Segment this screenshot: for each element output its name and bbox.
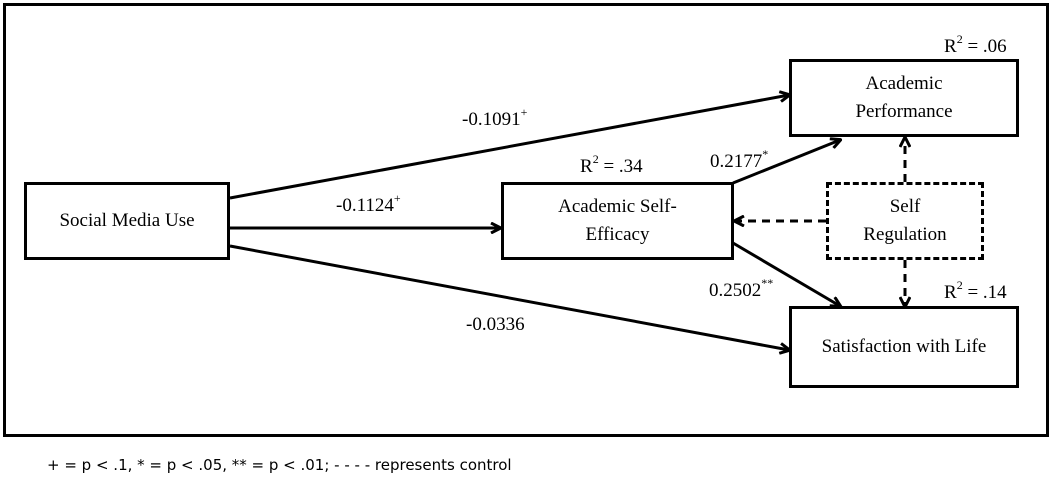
r-squared-value: = .06 [962,36,1007,57]
coef-sm-to-satisfaction: -0.0336 [466,314,525,336]
coef-value: 0.2177 [710,151,763,172]
r-squared-symbol: R [580,156,593,177]
coef-sm-to-efficacy: -0.1124+ [336,191,401,217]
node-label-line: Academic [865,73,943,94]
node-social-media-use: Social Media Use [24,182,230,260]
node-label: Self Regulation [863,193,946,249]
r-squared-self-efficacy: R2 = .34 [580,152,643,178]
node-academic-performance: Academic Performance [789,59,1019,137]
significance-footnote: + = p < .1, * = p < .05, ** = p < .01; -… [47,456,512,474]
r-squared-performance: R2 = .06 [944,32,1007,58]
r-squared-value: = .14 [962,282,1007,303]
coef-significance: + [520,105,528,119]
arrow-efficacy-to-performance [732,140,840,185]
r-squared-satisfaction: R2 = .14 [944,278,1007,304]
node-label: Satisfaction with Life [821,336,987,357]
r-squared-exponent: 2 [956,278,963,292]
coef-sm-to-performance: -0.1091+ [462,105,527,131]
node-academic-self-efficacy: Academic Self- Efficacy [501,182,734,260]
diagram-frame [3,3,1049,437]
node-label-line: Academic Self- [558,196,677,217]
node-self-regulation: Self Regulation [826,182,984,260]
r-squared-exponent: 2 [592,152,599,166]
coef-significance: + [393,191,401,205]
coef-efficacy-to-satisfaction: 0.2502** [709,276,773,302]
coef-efficacy-to-performance: 0.2177* [710,147,768,173]
node-label: Academic Self- Efficacy [558,193,677,249]
node-label: Academic Performance [855,70,952,126]
coef-value: -0.0336 [466,314,525,335]
arrow-sm-to-performance [229,95,789,200]
r-squared-symbol: R [944,36,957,57]
r-squared-exponent: 2 [956,32,963,46]
node-label: Social Media Use [59,210,195,231]
node-label-line: Self [889,196,921,217]
coef-value: -0.1091 [462,109,521,130]
coef-significance: ** [761,276,774,290]
r-squared-value: = .34 [598,156,643,177]
arrow-efficacy-to-satisfaction [732,241,840,306]
node-label-line: Efficacy [585,224,650,245]
coef-significance: * [762,147,769,161]
r-squared-symbol: R [944,282,957,303]
arrow-sm-to-satisfaction [229,244,789,350]
coef-value: -0.1124 [336,195,394,216]
node-satisfaction-with-life: Satisfaction with Life [789,306,1019,388]
coef-value: 0.2502 [709,280,762,301]
node-label-line: Regulation [863,224,947,245]
node-label-line: Performance [855,101,953,122]
